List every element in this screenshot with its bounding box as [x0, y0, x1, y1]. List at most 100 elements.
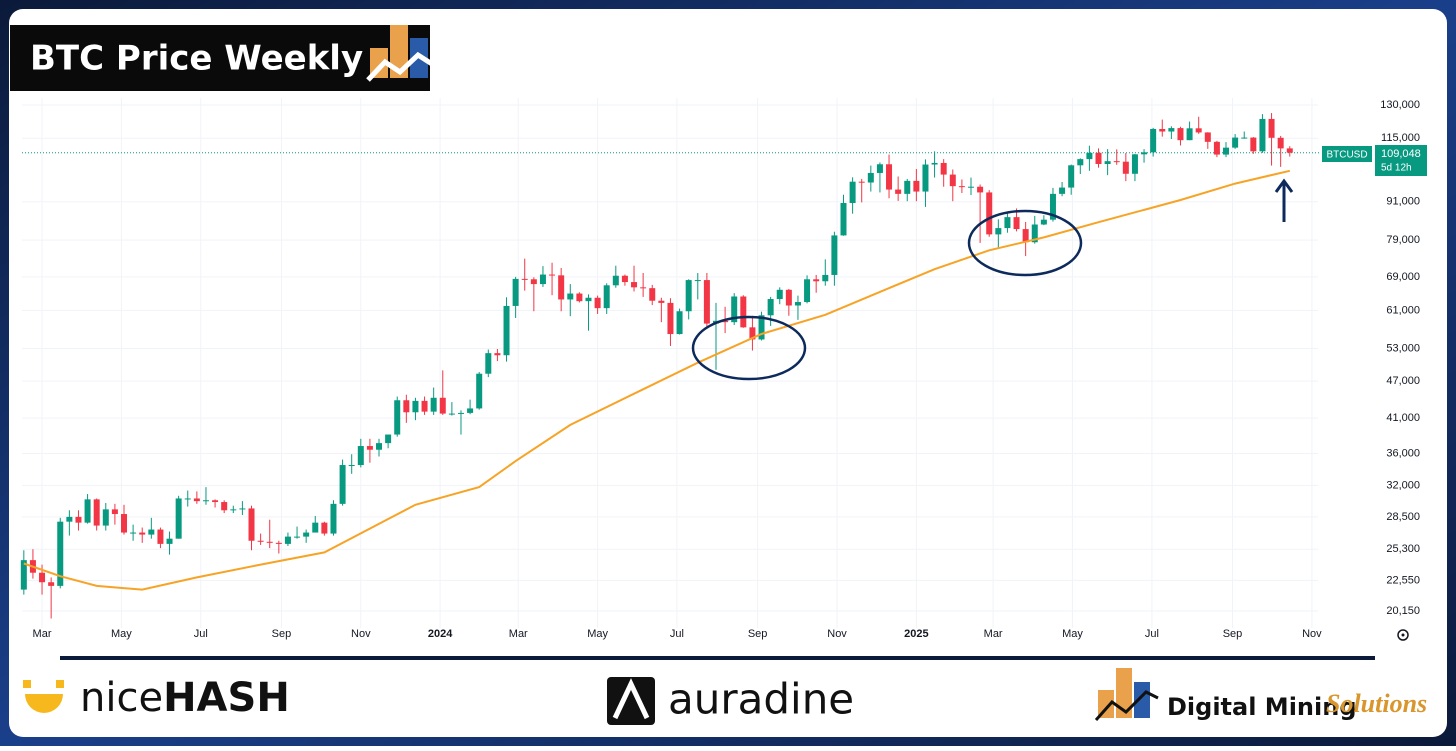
candle-body: [1059, 187, 1066, 194]
candle-body: [39, 572, 46, 583]
candle-body: [303, 532, 310, 537]
candle-body: [1049, 193, 1056, 220]
x-tick-label: Sep: [272, 628, 292, 640]
candle-body: [858, 181, 865, 183]
x-tick-label: May: [1062, 628, 1083, 640]
y-tick-label: 79,000: [1386, 234, 1420, 246]
candle-body: [412, 400, 419, 413]
candle-body: [20, 560, 27, 590]
candle-body: [312, 522, 319, 533]
candle-body: [822, 274, 829, 282]
candle-body: [485, 353, 492, 374]
candle-body: [767, 299, 774, 316]
candle-body: [567, 293, 574, 300]
candle-body: [521, 278, 528, 280]
candle-body: [385, 434, 392, 444]
candle-body: [1159, 129, 1166, 132]
y-tick-label: 25,300: [1386, 543, 1420, 555]
x-tick-label: Jul: [194, 628, 208, 640]
candle-body: [658, 300, 665, 303]
candle-body: [1204, 132, 1211, 142]
candle-body: [275, 542, 282, 544]
candle-body: [494, 353, 501, 356]
y-tick-label: 22,550: [1386, 574, 1420, 586]
candle-body: [667, 302, 674, 335]
candle-body: [895, 189, 902, 194]
y-tick-label: 91,000: [1386, 196, 1420, 208]
candle-body: [1004, 217, 1011, 229]
candle-body: [284, 536, 291, 544]
nicehash-light: nice: [80, 675, 163, 721]
candle-body: [348, 465, 355, 467]
y-tick-label: 36,000: [1386, 447, 1420, 459]
candle-body: [949, 174, 956, 187]
candle-body: [1241, 137, 1248, 139]
candle-body: [48, 582, 55, 586]
candle-body: [621, 275, 628, 283]
candle-body: [685, 280, 692, 312]
settings-icon[interactable]: [1397, 629, 1409, 641]
candle-body: [166, 538, 173, 544]
y-tick-label: 69,000: [1386, 271, 1420, 283]
title-icon: [366, 25, 434, 82]
x-tick-label: Nov: [1302, 628, 1322, 640]
candle-body: [958, 186, 965, 188]
candle-body: [175, 498, 182, 539]
candle-body: [631, 282, 638, 288]
candle-body: [1186, 128, 1193, 141]
candle-body: [1086, 152, 1093, 160]
candle-body: [1232, 137, 1239, 148]
dms-accent: Solutions: [1326, 689, 1427, 718]
symbol-label: BTCUSD: [1326, 150, 1367, 161]
x-tick-label: Nov: [351, 628, 371, 640]
candle-body: [986, 192, 993, 235]
candle-body: [1104, 161, 1111, 165]
candle-body: [940, 162, 947, 175]
candle-body: [84, 499, 91, 523]
candle-body: [75, 516, 82, 523]
auradine-logo: auradine: [607, 675, 854, 725]
candle-body: [266, 541, 273, 543]
candle-body: [849, 181, 856, 203]
candle-body: [1250, 137, 1257, 152]
candle-body: [193, 498, 200, 502]
candle-body: [731, 296, 738, 323]
candle-body: [1022, 229, 1029, 243]
price-badge: [1375, 145, 1427, 176]
candle-body: [676, 311, 683, 335]
candle-body: [230, 509, 237, 511]
candle-body: [867, 172, 874, 183]
candle-body: [421, 400, 428, 412]
y-tick-label: 61,000: [1386, 304, 1420, 316]
candle-body: [321, 522, 328, 534]
candle-body: [66, 516, 73, 522]
candle-body: [157, 529, 164, 544]
x-tick-label: May: [111, 628, 132, 640]
last-price-label: 109,048: [1381, 148, 1421, 160]
candle-body: [57, 521, 64, 586]
plot: 130,000 115,000 91,000 79,000 69,000 61,000 53…: [20, 98, 1420, 640]
nicehash-logo: niceHASH: [23, 675, 290, 721]
candle-body: [694, 280, 701, 282]
candle-body: [740, 296, 747, 328]
candle-body: [148, 529, 155, 535]
candle-body: [93, 499, 100, 526]
y-tick-label: 53,000: [1386, 342, 1420, 354]
candle-body: [394, 400, 401, 435]
candle-body: [785, 289, 792, 306]
candle-body: [1259, 118, 1266, 152]
candle-body: [703, 280, 710, 324]
candle-body: [1223, 147, 1230, 155]
x-tick-label: Nov: [827, 628, 847, 640]
x-tick-label: May: [587, 628, 608, 640]
candle-body: [403, 400, 410, 413]
candle-body: [121, 514, 128, 533]
candle-body: [1113, 161, 1120, 163]
candle-body: [1268, 118, 1275, 138]
y-tick-label: 115,000: [1381, 132, 1420, 144]
svg-text:niceHASH: niceHASH: [80, 675, 290, 721]
candle-body: [1168, 128, 1175, 132]
candle-body: [130, 532, 137, 534]
candle-body: [1131, 154, 1138, 174]
